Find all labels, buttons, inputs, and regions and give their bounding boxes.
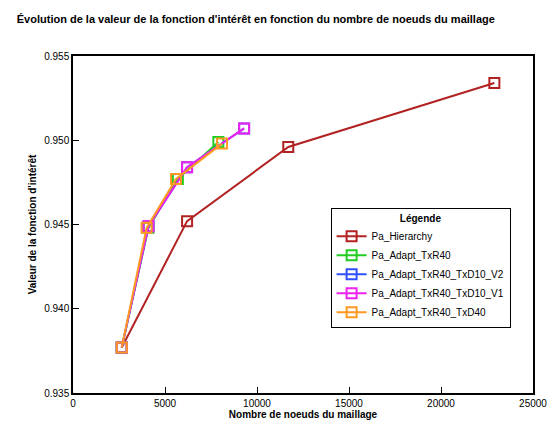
svg-text:Pa_Hierarchy: Pa_Hierarchy xyxy=(372,231,433,242)
svg-text:0.945: 0.945 xyxy=(44,219,69,230)
svg-text:Pa_Adapt_TxR40_TxD10_V1: Pa_Adapt_TxR40_TxD10_V1 xyxy=(372,288,504,299)
svg-text:Pa_Adapt_TxR40_TxD10_V2: Pa_Adapt_TxR40_TxD10_V2 xyxy=(372,269,504,280)
svg-text:0: 0 xyxy=(70,398,76,409)
svg-text:10000: 10000 xyxy=(243,398,271,409)
svg-text:15000: 15000 xyxy=(335,398,363,409)
svg-text:Légende: Légende xyxy=(400,213,442,224)
svg-text:20000: 20000 xyxy=(427,398,455,409)
svg-text:Valeur de la fonction d'intérê: Valeur de la fonction d'intérêt xyxy=(27,154,38,294)
svg-text:25000: 25000 xyxy=(519,398,547,409)
svg-text:Pa_Adapt_TxR40: Pa_Adapt_TxR40 xyxy=(372,250,451,261)
svg-text:0.940: 0.940 xyxy=(44,303,69,314)
svg-text:0.935: 0.935 xyxy=(44,388,69,399)
svg-text:Pa_Adapt_TxR40_TxD40: Pa_Adapt_TxR40_TxD40 xyxy=(372,307,486,318)
svg-text:0.955: 0.955 xyxy=(44,51,69,62)
svg-text:0.950: 0.950 xyxy=(44,135,69,146)
svg-text:5000: 5000 xyxy=(154,398,177,409)
svg-text:Évolution de la valeur de la f: Évolution de la valeur de la fonction d'… xyxy=(17,13,495,25)
svg-text:Nombre de noeuds du maillage: Nombre de noeuds du maillage xyxy=(229,409,378,420)
